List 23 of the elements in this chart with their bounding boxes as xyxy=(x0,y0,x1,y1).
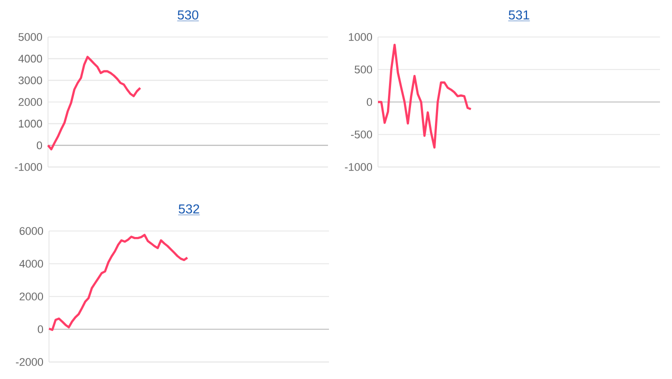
y-tick-label: -500 xyxy=(351,130,372,138)
y-tick-label: -2000 xyxy=(16,358,44,366)
line-series xyxy=(376,44,472,149)
y-tick-label: 0 xyxy=(36,141,42,150)
y-tick-label: 500 xyxy=(354,66,372,74)
y-tick-label: 1000 xyxy=(18,120,42,128)
y-tick-label: 4000 xyxy=(19,260,44,268)
y-tick-label: 5000 xyxy=(18,33,42,41)
y-tick-label: 1000 xyxy=(348,33,372,41)
line-series xyxy=(46,56,142,150)
y-tick-label: -1000 xyxy=(14,163,42,171)
y-tick-label: 2000 xyxy=(18,98,42,106)
y-tick-label: 4000 xyxy=(18,54,42,63)
y-tick-label: 6000 xyxy=(20,227,44,235)
y-tick-label: -1000 xyxy=(344,163,372,171)
chart-title: 532 xyxy=(178,204,200,214)
y-tick-label: 2000 xyxy=(20,292,44,300)
y-tick-label: 3000 xyxy=(18,76,42,84)
y-tick-label: 0 xyxy=(38,325,44,334)
line-series xyxy=(48,234,188,331)
chart-title: 531 xyxy=(508,10,530,20)
chart-title: 530 xyxy=(178,10,198,20)
y-tick-label: 0 xyxy=(366,98,372,106)
